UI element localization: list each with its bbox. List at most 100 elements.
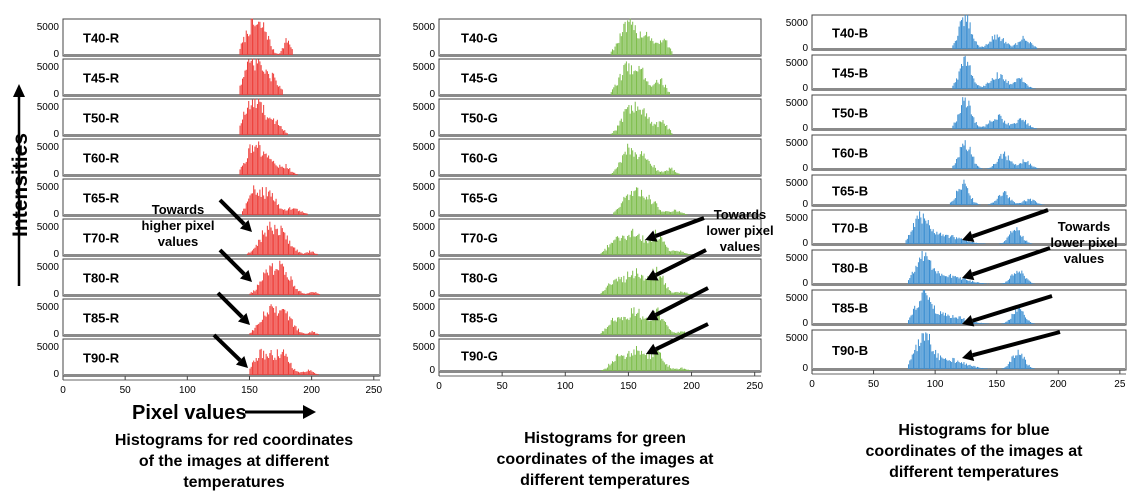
histogram-bar [1018,306,1019,324]
histogram-bar [246,114,247,135]
histogram-bar [951,202,952,205]
histogram-bar [934,354,935,369]
histogram-bar [994,35,995,49]
histogram-bar [274,271,275,295]
histogram-bar [668,47,669,55]
histogram-bar [1034,200,1035,205]
histogram-bar [947,361,948,369]
histogram-bar [1036,168,1037,169]
histogram-bar [678,332,679,335]
histogram-bar [675,333,676,335]
histogram-bar [1031,87,1032,89]
histogram-bar [603,251,604,255]
histogram-bar [618,43,619,55]
histogram-bar [934,268,935,284]
histogram-bar [961,105,962,129]
histogram-bar [617,167,618,175]
subplot-baseline [440,94,760,97]
histogram-bar [935,350,936,369]
histogram-bar [952,201,953,205]
histogram-bar [262,113,263,135]
histogram-bar [307,371,308,375]
histogram-bar [939,315,940,324]
histogram-bar [659,121,660,135]
histogram-bar [663,319,664,335]
subplot-baseline [440,54,760,57]
histogram-bar [955,123,956,129]
subplot-baseline [440,214,760,217]
histogram-bar [615,279,616,295]
histogram-bar [279,310,280,335]
histogram-bar [671,212,672,215]
histogram-bar [241,85,242,95]
histogram-bar [254,291,255,295]
histogram-bar [1008,236,1009,244]
histogram-bar [1010,231,1011,244]
histogram-bar [978,367,979,369]
histogram-bar [276,306,277,335]
histogram-bar [675,251,676,255]
histogram-bar [919,211,920,244]
histogram-bar [995,120,996,129]
histogram-bar [1031,43,1032,49]
histogram-bar [252,293,253,295]
histogram-bar [1018,350,1019,369]
histogram-bar [633,113,634,135]
histogram-bar [627,144,628,175]
histogram-bar [622,201,623,215]
histogram-bar [1018,42,1019,49]
histogram-bar [259,282,260,295]
histogram-bar [1031,166,1032,169]
histogram-bar [633,307,634,335]
histogram-bar [263,72,264,95]
histogram-bar [309,293,310,295]
histogram-bar [1031,368,1032,369]
histogram-bar [983,283,984,284]
histogram-bar [965,184,966,205]
histogram-bar [633,71,634,95]
histogram-bar [661,212,662,215]
histogram-bar [997,72,998,89]
histogram-bar [986,283,987,284]
histogram-bar [952,126,953,129]
histogram-bar [669,129,670,135]
histogram-bar [642,196,643,215]
histogram-bar [666,125,667,135]
y-tick-label: 5000 [413,302,436,313]
histogram-bar [297,250,298,255]
histogram-bar [303,294,304,295]
histogram-bar [251,367,252,375]
histogram-bar [988,44,989,49]
histogram-bar [671,51,672,55]
histogram-bar [621,163,622,175]
histogram-bar [1029,126,1030,129]
histogram-bar [955,198,956,205]
histogram-bar [640,355,641,371]
histogram-bar [1025,279,1026,284]
histogram-bar [956,78,957,89]
histogram-bar [268,155,269,175]
histogram-bar [271,159,272,175]
histogram-bar [966,66,967,89]
histogram-bar [282,228,283,255]
histogram-bar [612,49,613,55]
histogram-bar [949,275,950,284]
histogram-bar [668,129,669,135]
histogram-bar [965,140,966,169]
histogram-bar [922,333,923,369]
histogram-bar [308,370,309,375]
histogram-bar [636,314,637,335]
histogram-bar [261,28,262,55]
histogram-bar [613,212,614,215]
histogram-bar [983,47,984,49]
histogram-bar [625,282,626,295]
histogram-bar [676,173,677,175]
histogram-bar [607,245,608,255]
histogram-bar [294,173,295,175]
histogram-bar [935,314,936,324]
histogram-bar [1030,199,1031,205]
histogram-bar [1002,159,1003,169]
histogram-bar [646,353,647,371]
histogram-bar [991,122,992,129]
